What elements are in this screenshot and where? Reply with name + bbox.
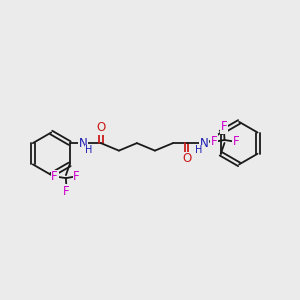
Text: H: H [195,145,202,155]
Text: O: O [182,152,191,165]
Text: F: F [63,184,70,198]
Text: O: O [96,121,106,134]
Text: F: F [221,121,227,134]
Text: F: F [73,170,80,183]
Text: F: F [211,135,217,148]
Text: F: F [51,170,58,183]
Text: F: F [232,135,239,148]
Text: N: N [200,136,208,150]
Text: H: H [85,145,93,155]
Text: N: N [79,136,88,150]
